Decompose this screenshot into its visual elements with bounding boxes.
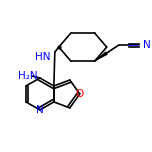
Text: N: N (36, 105, 44, 115)
Text: N: N (143, 40, 150, 50)
Text: O: O (76, 89, 84, 99)
Text: H₂N: H₂N (18, 71, 38, 81)
Text: HN: HN (35, 52, 51, 62)
Polygon shape (95, 51, 108, 61)
